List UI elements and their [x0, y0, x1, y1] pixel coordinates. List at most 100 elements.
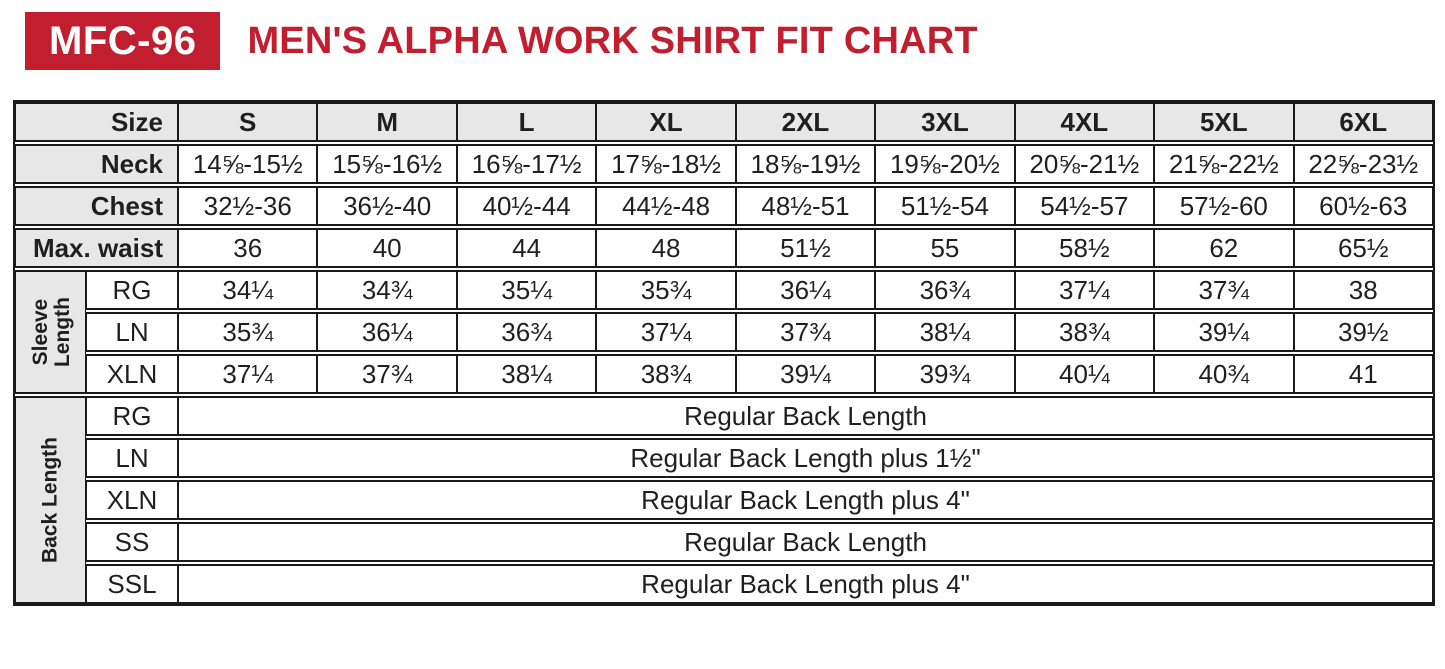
sleeve-xln-value-cell: 38¾	[596, 354, 736, 394]
chest-row-label: Chest	[15, 186, 178, 226]
back-rg-row: Back Length RG Regular Back Length	[15, 396, 1433, 604]
chest-value-cell: 57½-60	[1154, 186, 1294, 226]
neck-value-cell: 14⅝-15½	[178, 144, 318, 184]
sleeve-rg-value-cell: 37¾	[1154, 270, 1294, 310]
size-header-row: Size S M L XL 2XL 3XL 4XL 5XL 6XL	[15, 102, 1433, 142]
neck-row-label: Neck	[15, 144, 178, 184]
max-waist-value-cell: 65½	[1293, 228, 1433, 268]
sleeve-fit-label: RG	[86, 270, 178, 310]
max-waist-row: Max. waist 36 40 44 48 51½ 55 58½ 62 65½	[15, 228, 1433, 268]
size-col-header: 3XL	[875, 102, 1015, 142]
chest-value-cell: 32½-36	[178, 186, 318, 226]
sleeve-xln-value-cell: 37¼	[178, 354, 318, 394]
sleeve-length-group-label: Sleeve Length	[15, 270, 86, 394]
product-code-badge: MFC-96	[25, 12, 221, 70]
sleeve-ln-value-cell: 39¼	[1154, 312, 1294, 352]
sleeve-ln-row: LN 35¾ 36¼ 36¾ 37¼ 37¾ 38¼ 38¾ 39¼ 39½	[15, 312, 1433, 352]
back-fit-label: RG	[86, 396, 178, 436]
sleeve-rg-value-cell: 34¼	[178, 270, 318, 310]
sleeve-xln-value-cell: 37¾	[317, 354, 457, 394]
sleeve-length-group-label-text: Sleeve Length	[28, 297, 74, 367]
back-ssl-row: SSL Regular Back Length plus 4"	[15, 564, 1433, 604]
back-ln-value-cell: Regular Back Length plus 1½"	[178, 438, 1433, 478]
max-waist-value-cell: 62	[1154, 228, 1294, 268]
neck-value-cell: 19⅝-20½	[875, 144, 1015, 184]
neck-value-cell: 22⅝-23½	[1293, 144, 1433, 184]
sleeve-rg-value-cell: 38	[1293, 270, 1433, 310]
sleeve-rg-value-cell: 35¼	[456, 270, 597, 310]
sleeve-rg-value-cell: 37¼	[1014, 270, 1155, 310]
sleeve-ln-value-cell: 35¾	[178, 312, 318, 352]
sleeve-ln-value-cell: 37¼	[596, 312, 736, 352]
sleeve-xln-value-cell: 39¼	[735, 354, 876, 394]
chest-value-cell: 54½-57	[1014, 186, 1155, 226]
size-col-header: 2XL	[735, 102, 876, 142]
sleeve-ln-value-cell: 36¾	[456, 312, 597, 352]
sleeve-rg-value-cell: 34¾	[317, 270, 457, 310]
sleeve-ln-value-cell: 38¼	[875, 312, 1015, 352]
chest-value-cell: 51½-54	[875, 186, 1015, 226]
sleeve-ln-value-cell: 36¼	[317, 312, 457, 352]
max-waist-value-cell: 40	[317, 228, 457, 268]
back-fit-label: SS	[86, 522, 178, 562]
back-ss-value-cell: Regular Back Length	[178, 522, 1433, 562]
back-fit-label: XLN	[86, 480, 178, 520]
back-xln-value-cell: Regular Back Length plus 4"	[178, 480, 1433, 520]
back-fit-label: SSL	[86, 564, 178, 604]
neck-value-cell: 21⅝-22½	[1154, 144, 1294, 184]
max-waist-row-label: Max. waist	[15, 228, 178, 268]
sleeve-rg-value-cell: 35¾	[596, 270, 736, 310]
back-length-group-label: Back Length	[15, 396, 86, 604]
sleeve-xln-value-cell: 41	[1293, 354, 1433, 394]
sleeve-rg-value-cell: 36¾	[875, 270, 1015, 310]
sleeve-xln-value-cell: 40¾	[1154, 354, 1294, 394]
back-fit-label: LN	[86, 438, 178, 478]
sleeve-xln-value-cell: 40¼	[1014, 354, 1155, 394]
back-ss-row: SS Regular Back Length	[15, 522, 1433, 562]
back-rg-value-cell: Regular Back Length	[178, 396, 1433, 436]
fit-chart-table-wrapper: Size S M L XL 2XL 3XL 4XL 5XL 6XL Neck 1…	[13, 100, 1435, 606]
sleeve-xln-value-cell: 39¾	[875, 354, 1015, 394]
back-xln-row: XLN Regular Back Length plus 4"	[15, 480, 1433, 520]
size-col-header: M	[317, 102, 457, 142]
sleeve-ln-value-cell: 38¾	[1014, 312, 1155, 352]
back-length-group-label-text: Back Length	[38, 436, 62, 564]
neck-row: Neck 14⅝-15½ 15⅝-16½ 16⅝-17½ 17⅝-18½ 18⅝…	[15, 144, 1433, 184]
fit-chart-table: Size S M L XL 2XL 3XL 4XL 5XL 6XL Neck 1…	[15, 102, 1433, 604]
sleeve-fit-label: XLN	[86, 354, 178, 394]
sleeve-ln-value-cell: 37¾	[735, 312, 876, 352]
chest-row: Chest 32½-36 36½-40 40½-44 44½-48 48½-51…	[15, 186, 1433, 226]
neck-value-cell: 20⅝-21½	[1014, 144, 1155, 184]
max-waist-value-cell: 51½	[735, 228, 876, 268]
max-waist-value-cell: 58½	[1014, 228, 1155, 268]
sleeve-rg-row: Sleeve Length RG 34¼ 34¾ 35¼ 35¾ 36¼ 36¾…	[15, 270, 1433, 394]
max-waist-value-cell: 55	[875, 228, 1015, 268]
sleeve-rg-value-cell: 36¼	[735, 270, 876, 310]
sleeve-ln-value-cell: 39½	[1293, 312, 1433, 352]
neck-value-cell: 15⅝-16½	[317, 144, 457, 184]
neck-value-cell: 16⅝-17½	[456, 144, 597, 184]
sleeve-xln-value-cell: 38¼	[456, 354, 597, 394]
sleeve-xln-row: XLN 37¼ 37¾ 38¼ 38¾ 39¼ 39¾ 40¼ 40¾ 41	[15, 354, 1433, 394]
chest-value-cell: 40½-44	[456, 186, 597, 226]
back-ssl-value-cell: Regular Back Length plus 4"	[178, 564, 1433, 604]
sleeve-fit-label: LN	[86, 312, 178, 352]
back-ln-row: LN Regular Back Length plus 1½"	[15, 438, 1433, 478]
max-waist-value-cell: 44	[456, 228, 597, 268]
chest-value-cell: 60½-63	[1293, 186, 1433, 226]
size-col-header: L	[456, 102, 597, 142]
page-header: MFC-96 MEN'S ALPHA WORK SHIRT FIT CHART	[25, 12, 978, 70]
size-row-label: Size	[15, 102, 178, 142]
page-title: MEN'S ALPHA WORK SHIRT FIT CHART	[247, 19, 978, 62]
max-waist-value-cell: 48	[596, 228, 736, 268]
size-col-header: 5XL	[1154, 102, 1294, 142]
max-waist-value-cell: 36	[178, 228, 318, 268]
neck-value-cell: 18⅝-19½	[735, 144, 876, 184]
neck-value-cell: 17⅝-18½	[596, 144, 736, 184]
size-col-header: 4XL	[1014, 102, 1155, 142]
chest-value-cell: 44½-48	[596, 186, 736, 226]
size-col-header: S	[178, 102, 318, 142]
chest-value-cell: 48½-51	[735, 186, 876, 226]
size-col-header: XL	[596, 102, 736, 142]
